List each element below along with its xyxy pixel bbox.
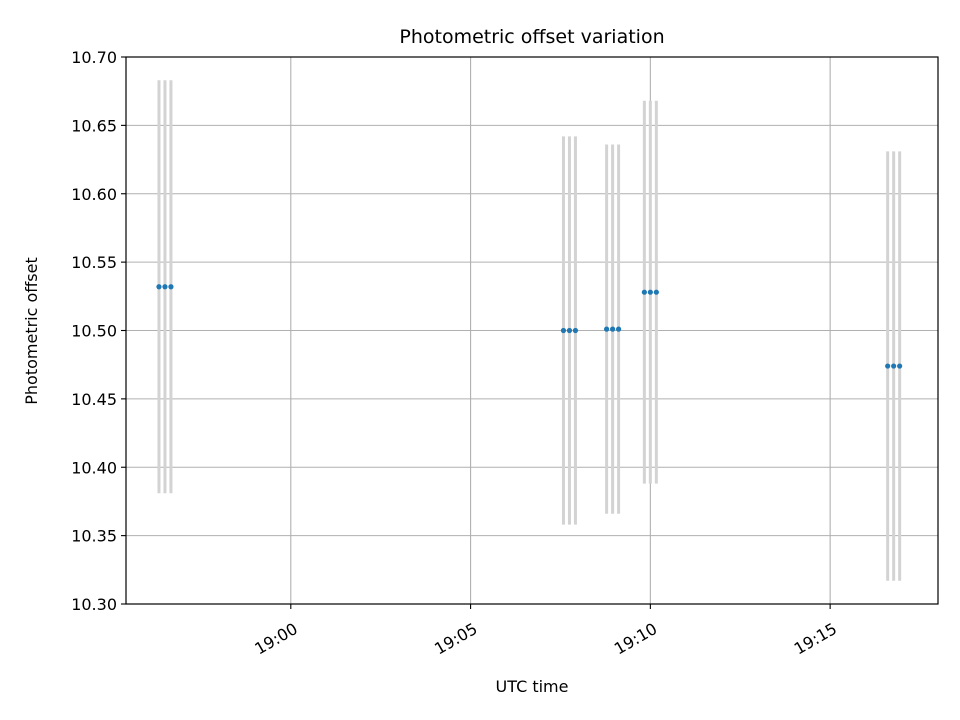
data-point: [610, 326, 616, 332]
y-tick-label: 10.35: [71, 527, 117, 546]
y-tick-label: 10.70: [71, 48, 117, 67]
data-point: [647, 289, 653, 295]
data-point: [897, 363, 903, 369]
data-point: [653, 289, 659, 295]
chart-title: Photometric offset variation: [399, 26, 664, 48]
data-point: [156, 284, 162, 290]
data-point: [891, 363, 897, 369]
y-tick-label: 10.40: [71, 458, 117, 477]
y-tick-label: 10.30: [71, 595, 117, 614]
data-point: [162, 284, 168, 290]
data-point: [560, 327, 567, 334]
data-point: [572, 327, 579, 334]
y-tick-label: 10.55: [71, 253, 117, 272]
data-point: [885, 363, 891, 369]
y-tick-label: 10.60: [71, 185, 117, 204]
y-tick-label: 10.65: [71, 116, 117, 135]
data-point: [566, 327, 573, 334]
data-points: [156, 284, 903, 369]
data-point: [168, 284, 174, 290]
y-tick-label: 10.45: [71, 390, 117, 409]
data-point: [604, 326, 610, 332]
x-axis-label: UTC time: [496, 677, 569, 696]
data-point: [615, 326, 622, 332]
y-axis-label: Photometric offset: [22, 257, 41, 405]
data-point: [641, 289, 647, 295]
y-tick-label: 10.50: [71, 322, 117, 341]
